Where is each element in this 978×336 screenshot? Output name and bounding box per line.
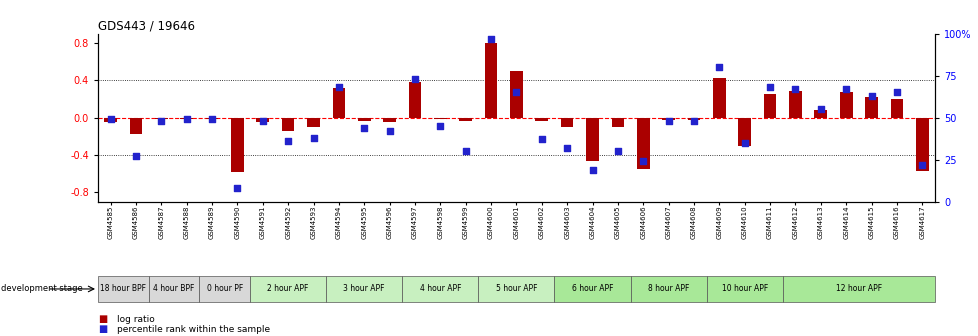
Bar	[839, 92, 852, 118]
Bar	[358, 118, 371, 121]
Bar	[630, 276, 706, 302]
Bar	[104, 118, 116, 122]
Point	[280, 138, 295, 144]
Point	[711, 65, 727, 70]
Point	[863, 93, 878, 98]
Bar	[560, 118, 573, 127]
Point	[381, 128, 397, 134]
Bar	[282, 118, 294, 131]
Bar	[510, 71, 522, 118]
Point	[635, 159, 650, 164]
Bar	[149, 276, 200, 302]
Bar	[661, 118, 674, 120]
Bar	[865, 97, 877, 118]
Bar	[129, 118, 142, 134]
Point	[204, 117, 220, 122]
Bar	[231, 118, 244, 172]
Point	[305, 135, 321, 140]
Point	[837, 86, 853, 92]
Bar	[382, 118, 395, 122]
Text: 3 hour APF: 3 hour APF	[343, 285, 384, 293]
Point	[128, 154, 144, 159]
Bar	[637, 118, 649, 169]
Point	[786, 86, 802, 92]
Text: GDS443 / 19646: GDS443 / 19646	[98, 19, 195, 33]
Point	[558, 145, 574, 151]
Text: 6 hour APF: 6 hour APF	[571, 285, 612, 293]
Bar	[554, 276, 630, 302]
Point	[609, 149, 625, 154]
Point	[508, 90, 523, 95]
Bar	[814, 110, 826, 118]
Text: 0 hour PF: 0 hour PF	[206, 285, 243, 293]
Bar	[763, 94, 776, 118]
Point	[179, 117, 195, 122]
Text: ■: ■	[98, 314, 107, 324]
Bar	[706, 276, 782, 302]
Text: 10 hour APF: 10 hour APF	[721, 285, 767, 293]
Bar	[98, 276, 149, 302]
Point	[533, 137, 549, 142]
Text: 2 hour APF: 2 hour APF	[267, 285, 308, 293]
Bar	[611, 118, 624, 127]
Point	[407, 76, 422, 82]
Point	[458, 149, 473, 154]
Bar	[155, 118, 167, 120]
Point	[331, 85, 346, 90]
Point	[913, 162, 929, 167]
Point	[812, 107, 827, 112]
Point	[736, 140, 752, 145]
Text: development stage: development stage	[1, 285, 83, 293]
Point	[660, 118, 676, 124]
Bar	[333, 88, 345, 118]
Point	[584, 167, 600, 172]
Point	[254, 118, 270, 124]
Bar	[307, 118, 320, 127]
Text: 5 hour APF: 5 hour APF	[495, 285, 537, 293]
Point	[483, 36, 499, 41]
Text: percentile rank within the sample: percentile rank within the sample	[117, 325, 270, 334]
Point	[229, 185, 244, 191]
Text: 8 hour APF: 8 hour APF	[647, 285, 689, 293]
Point	[103, 117, 118, 122]
Bar	[788, 90, 801, 118]
Bar	[535, 118, 548, 121]
Bar	[256, 118, 269, 122]
Text: ■: ■	[98, 324, 107, 334]
Bar	[782, 276, 934, 302]
Bar	[586, 118, 599, 162]
Point	[432, 123, 448, 129]
Bar	[478, 276, 554, 302]
Point	[888, 90, 904, 95]
Bar	[205, 118, 218, 119]
Point	[154, 118, 169, 124]
Text: log ratio: log ratio	[117, 315, 156, 324]
Bar	[402, 276, 478, 302]
Bar	[712, 78, 725, 118]
Bar	[408, 82, 421, 118]
Text: 4 hour APF: 4 hour APF	[420, 285, 461, 293]
Bar	[687, 118, 699, 120]
Bar	[890, 99, 903, 118]
Point	[762, 85, 778, 90]
Bar	[459, 118, 471, 121]
Point	[686, 118, 701, 124]
Text: 12 hour APF: 12 hour APF	[835, 285, 881, 293]
Bar	[249, 276, 326, 302]
Bar	[484, 43, 497, 118]
Point	[356, 125, 372, 130]
Bar	[180, 118, 193, 119]
Text: 4 hour BPF: 4 hour BPF	[154, 285, 195, 293]
Bar	[737, 118, 750, 145]
Text: 18 hour BPF: 18 hour BPF	[100, 285, 146, 293]
Bar	[915, 118, 928, 171]
Bar	[200, 276, 249, 302]
Bar	[326, 276, 402, 302]
Bar	[433, 118, 446, 119]
